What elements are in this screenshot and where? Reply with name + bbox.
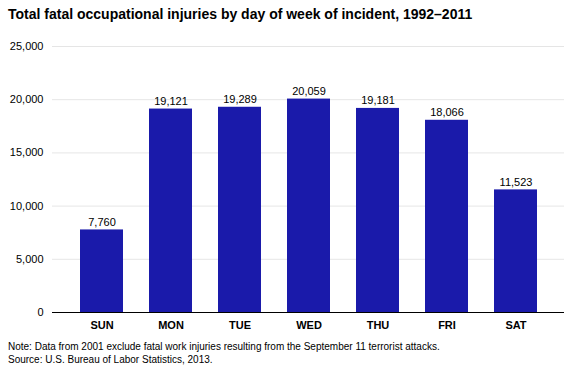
svg-text:MON: MON [158, 319, 184, 331]
svg-text:19,289: 19,289 [223, 93, 257, 105]
svg-text:20,059: 20,059 [292, 85, 326, 97]
svg-text:TUE: TUE [229, 319, 251, 331]
svg-text:18,066: 18,066 [430, 106, 464, 118]
svg-text:SAT: SAT [505, 319, 526, 331]
svg-text:0: 0 [37, 306, 43, 318]
svg-text:15,000: 15,000 [10, 146, 44, 158]
svg-text:THU: THU [367, 319, 390, 331]
html-text:Source: U.S. Bureau of Labor S: Source: U.S. Bureau of Labor Statistics,… [8, 354, 213, 365]
svg-text:5,000: 5,000 [16, 253, 44, 265]
svg-text:WED: WED [296, 319, 322, 331]
svg-text:11,523: 11,523 [500, 176, 533, 188]
svg-text:19,181: 19,181 [361, 94, 395, 106]
html-text:Note: Data from 2001 exclude f: Note: Data from 2001 exclude fatal work … [8, 341, 440, 352]
html-text:Total fatal occupational injur: Total fatal occupational injuries by day… [8, 6, 473, 22]
svg-text:25,000: 25,000 [10, 40, 44, 52]
svg-text:20,000: 20,000 [10, 93, 44, 105]
svg-text:FRI: FRI [438, 319, 456, 331]
svg-text:10,000: 10,000 [10, 200, 44, 212]
svg-text:SUN: SUN [90, 319, 113, 331]
svg-text:19,121: 19,121 [154, 95, 188, 107]
svg-text:7,760: 7,760 [88, 216, 116, 228]
